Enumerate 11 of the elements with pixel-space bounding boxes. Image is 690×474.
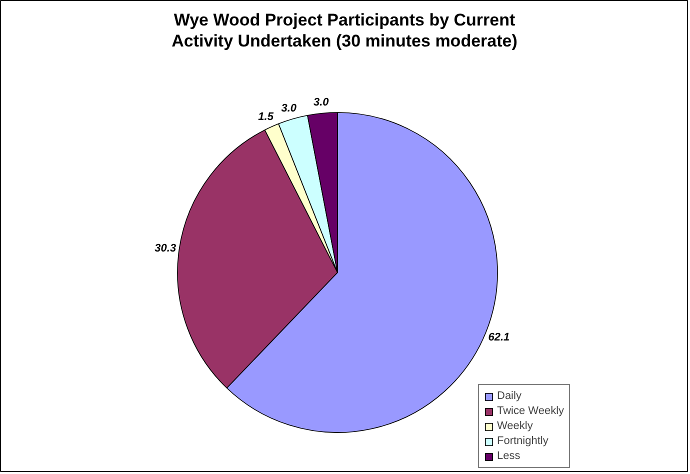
legend-label: Less [497,450,520,462]
legend-label: Fortnightly [497,435,548,447]
legend-label: Weekly [497,420,533,432]
chart-title: Wye Wood Project Participants by Current Activity Undertaken (30 minutes moderate) [172,10,518,50]
data-label: 1.5 [258,110,274,123]
legend-label: Daily [497,390,522,402]
legend-label: Twice Weekly [497,405,564,417]
data-label: 30.3 [154,242,176,254]
data-label: 62.1 [488,332,510,344]
data-label: 3.0 [281,102,298,114]
data-label: 3.0 [313,96,330,108]
